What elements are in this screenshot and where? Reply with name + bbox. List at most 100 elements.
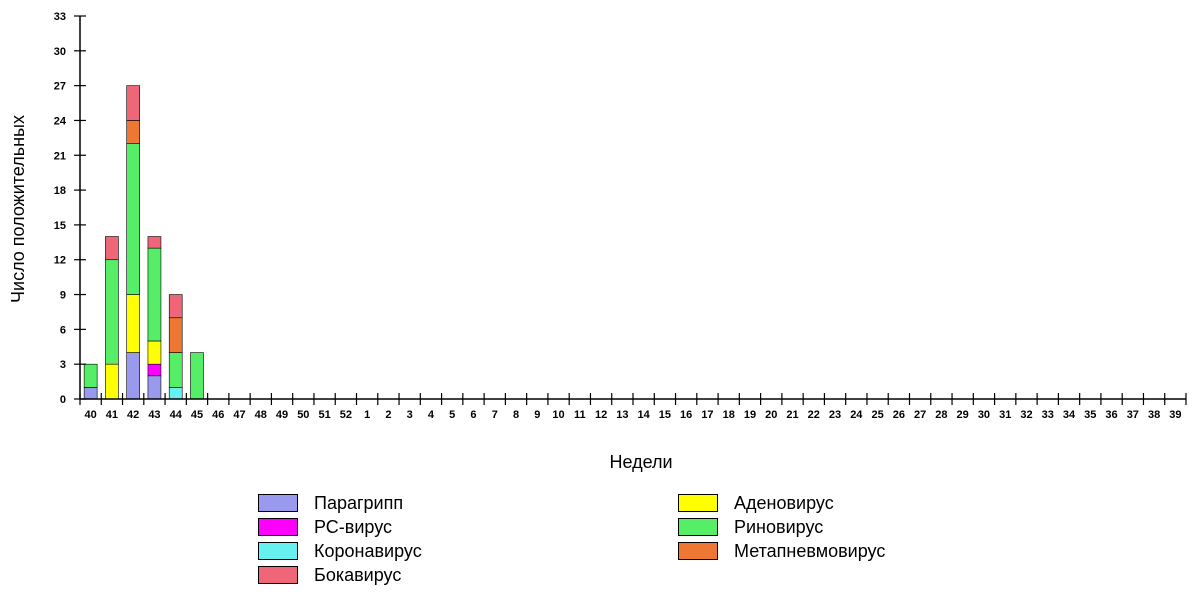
bar-segment [147,236,162,249]
x-tick-label: 29 [957,409,969,421]
legend-swatch-bocavirus [258,566,298,584]
x-tick-label: 40 [85,409,97,421]
bar-segment [168,387,183,400]
x-tick-label: 39 [1169,409,1181,421]
y-axis-label: Число положительных [8,115,28,303]
x-tick-label: 21 [786,409,798,421]
bar-segment [126,85,140,121]
y-tick-label: 27 [54,81,66,93]
bar-segment [126,294,140,353]
legend-label-coronavirus: Коронавирус [314,541,422,561]
bar-segment [147,363,162,377]
legend-label-rhinovirus: Риновирус [734,517,824,537]
bar-segment [168,294,183,319]
x-tick-label: 32 [1020,409,1032,421]
legend-swatch-adenovirus [678,494,718,512]
x-tick-label: 50 [297,409,309,421]
y-axis: 0 3 6 9 12 15 18 21 24 27 30 33 [54,11,86,406]
y-tick-label: 3 [60,359,66,371]
bar-segment [105,259,119,365]
bar-segment [147,375,162,400]
x-tick-label: 34 [1063,409,1076,421]
x-tick-label: 31 [999,409,1011,421]
x-tick-label: 3 [407,409,413,421]
y-tick-label: 30 [54,46,66,58]
y-tick-label: 18 [54,185,66,197]
x-tick-label: 42 [127,409,139,421]
x-tick-label: 10 [552,409,564,421]
x-tick-label: 47 [233,409,245,421]
legend-swatch-rhinovirus [678,518,718,536]
x-tick-label: 22 [808,409,820,421]
x-tick-label: 37 [1127,409,1139,421]
y-tick-label: 9 [60,290,66,302]
bar-segment [147,247,162,342]
y-tick-label: 33 [54,11,66,23]
x-tick-label: 51 [318,409,330,421]
legend-swatch-rs-virus [258,518,298,536]
legend-label-adenovirus: Аденовирус [734,493,834,513]
x-tick-label: 8 [513,409,519,421]
legend-swatch-metapneumovirus [678,542,718,560]
bar-segment [190,352,204,400]
legend-label-bocavirus: Бокавирус [314,565,402,585]
x-tick-label: 44 [170,409,183,421]
bar-segment [105,236,119,261]
x-tick-label: 30 [978,409,990,421]
x-tick-label: 49 [276,409,288,421]
x-tick-label: 25 [871,409,883,421]
x-tick-label: 19 [744,409,756,421]
y-tick-label: 24 [54,115,67,127]
bar-segment [126,120,140,144]
x-tick-label: 17 [701,409,713,421]
x-tick-label: 16 [680,409,692,421]
x-tick-label: 23 [829,409,841,421]
bar-segment [126,143,140,295]
x-tick-label: 45 [191,409,203,421]
x-tick-label: 4 [428,409,435,421]
x-tick-label: 20 [765,409,777,421]
bar-segment [147,340,162,365]
y-tick-label: 21 [54,150,66,162]
x-tick-label: 7 [492,409,498,421]
bar-segment [105,363,119,400]
bar-segment [83,387,98,400]
x-tick-label: 9 [534,409,540,421]
x-tick-label: 2 [385,409,391,421]
x-tick-label: 27 [914,409,926,421]
x-tick-label: 5 [449,409,455,421]
x-tick-label: 41 [106,409,118,421]
x-tick-label: 26 [893,409,905,421]
x-tick-label: 13 [616,409,628,421]
x-tick-label: 12 [595,409,607,421]
bar-segment [126,352,140,400]
x-tick-label: 48 [255,409,267,421]
bar-segment [168,317,183,353]
y-tick-label: 15 [54,220,66,232]
bar-segment [83,363,98,388]
legend-swatch-coronavirus [258,542,298,560]
legend-label-paragripp: Парагрипп [314,493,404,513]
x-tick-label: 36 [1105,409,1117,421]
x-tick-label: 35 [1084,409,1096,421]
legend-swatch-paragripp [258,494,298,512]
y-tick-label: 0 [60,394,66,406]
x-tick-label: 24 [850,409,863,421]
x-tick-label: 43 [148,409,160,421]
legend-label-metapneumovirus: Метапневмовирус [734,541,886,561]
x-tick-label: 15 [659,409,671,421]
legend-label-rs-virus: РС-вирус [314,517,393,537]
x-tick-label: 38 [1148,409,1160,421]
x-tick-label: 33 [1042,409,1054,421]
x-axis-label: Недели [609,452,672,472]
x-tick-label: 18 [723,409,735,421]
x-tick-label: 52 [340,409,352,421]
x-tick-label: 28 [935,409,947,421]
x-tick-label: 1 [364,409,370,421]
x-tick-label: 11 [574,409,586,421]
y-tick-label: 6 [60,324,66,336]
x-tick-label: 14 [638,409,651,421]
bar-segment [168,352,183,388]
y-tick-label: 12 [54,255,66,267]
